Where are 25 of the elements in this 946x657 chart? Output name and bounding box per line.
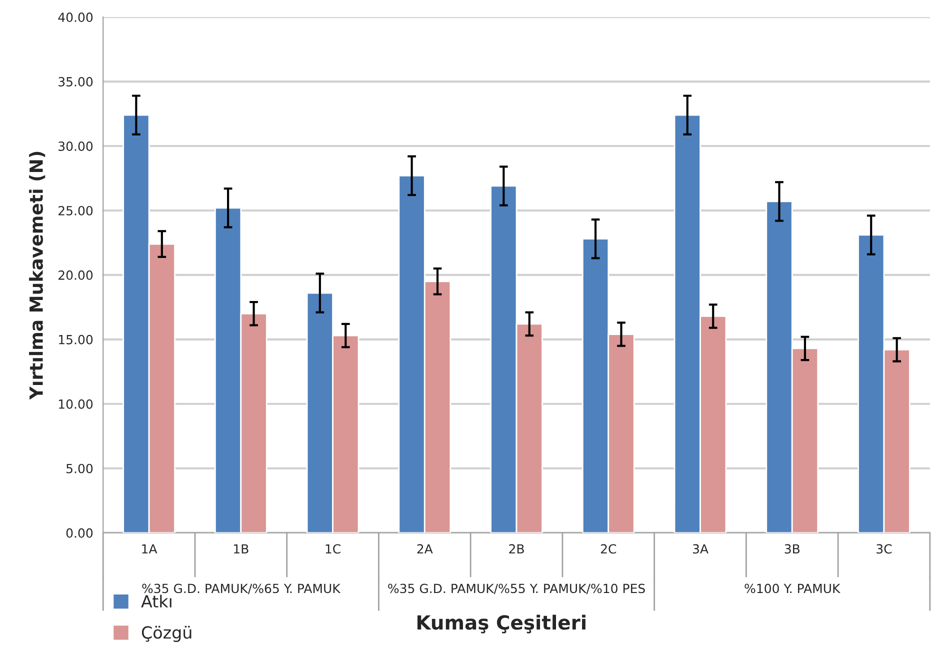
legend-label: Atkı — [141, 594, 172, 608]
y-tick-label: 15.00 — [58, 334, 93, 344]
x-tick-label: 3B — [784, 544, 800, 554]
y-axis-title: Yırtılma Mukavemeti (N) — [29, 152, 46, 400]
x-tick-label: 2C — [600, 544, 616, 554]
y-tick-label: 40.00 — [58, 12, 93, 22]
y-tick-label: 25.00 — [58, 206, 93, 216]
y-tick-label: 30.00 — [58, 141, 93, 151]
legend-label: Çözgü — [142, 626, 192, 642]
y-tick-label: 20.00 — [58, 270, 93, 280]
x-tick-label: 2B — [509, 544, 524, 554]
y-tick-label: 5.00 — [66, 464, 93, 474]
x-tick-label: 1B — [234, 544, 248, 554]
x-axis-title: Kumaş Çeşitleri — [417, 614, 586, 634]
text: %100 Y. PAMUK — [744, 584, 840, 594]
x-tick-label: 3A — [692, 544, 708, 554]
y-tick-label: 10.00 — [58, 399, 93, 409]
text: %35 G.D. PAMUK/%65 Y. PAMUK — [142, 584, 341, 594]
x-tick-label: 2A — [417, 544, 433, 554]
y-tick-label: 0.00 — [66, 528, 93, 538]
x-tick-label: 1A — [142, 544, 158, 554]
x-tick-label: 3C — [876, 544, 892, 554]
text: %35 G.D. PAMUK/%55 Y. PAMUK/%10 PES — [388, 584, 645, 594]
x-tick-label: 1C — [326, 544, 340, 554]
y-tick-label: 35.00 — [58, 77, 93, 86]
